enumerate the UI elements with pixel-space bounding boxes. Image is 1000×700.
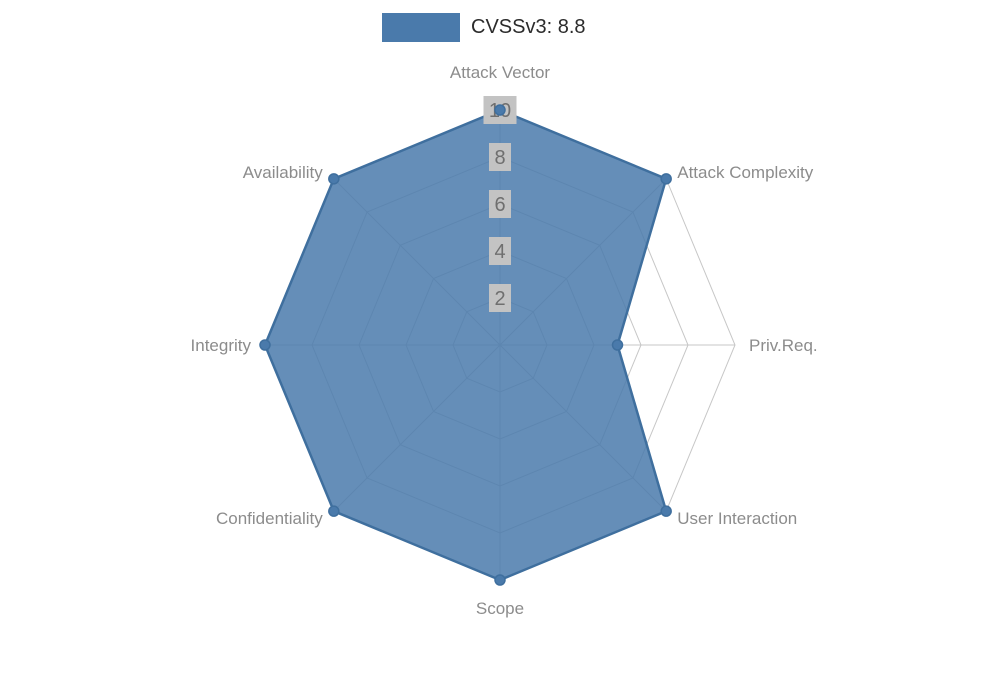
radar-vertex-marker <box>494 104 506 116</box>
radar-vertex-marker <box>494 574 506 586</box>
legend-label[interactable]: CVSSv3: 8.8 <box>471 16 586 38</box>
axis-label-user-interaction: User Interaction <box>677 509 797 528</box>
axis-label-confidentiality: Confidentiality <box>216 509 323 528</box>
radial-tick-label: 8 <box>494 147 505 169</box>
radial-tick-box <box>489 237 511 265</box>
radial-tick-box <box>489 143 511 171</box>
radar-vertex-marker <box>259 339 271 351</box>
radar-series-area <box>263 108 668 582</box>
axis-label-attack-complexity: Attack Complexity <box>677 163 814 182</box>
radial-tick-label: 4 <box>494 241 505 263</box>
radial-tick-box <box>489 284 511 312</box>
legend[interactable]: CVSSv3: 8.8 <box>382 13 586 42</box>
radar-vertex-marker <box>660 505 672 517</box>
radar-vertex-marker <box>660 173 672 185</box>
axis-label-priv-req: Priv.Req. <box>749 336 818 355</box>
radial-tick-label: 6 <box>494 194 505 216</box>
axis-label-scope: Scope <box>476 599 524 618</box>
radar-vertex-marker <box>328 505 340 517</box>
axis-label-integrity: Integrity <box>191 336 252 355</box>
axis-label-attack-vector: Attack Vector <box>450 63 550 82</box>
radar-vertex-marker <box>328 173 340 185</box>
radial-tick-box <box>489 190 511 218</box>
axis-label-availability: Availability <box>243 163 324 182</box>
radial-tick-label: 2 <box>494 288 505 310</box>
legend-swatch[interactable] <box>382 13 460 42</box>
radar-vertex-marker <box>611 339 624 351</box>
